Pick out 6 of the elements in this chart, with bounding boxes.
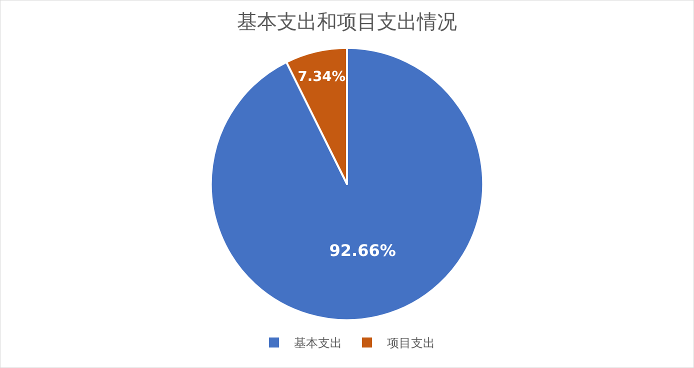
chart-title: 基本支出和项目支出情况 <box>237 10 457 34</box>
legend-label: 项目支出 <box>387 336 435 350</box>
pie-slice <box>210 46 484 322</box>
data-label: 92.66% <box>329 240 396 260</box>
data-label: 7.34% <box>298 68 346 85</box>
legend-label: 基本支出 <box>294 336 342 350</box>
